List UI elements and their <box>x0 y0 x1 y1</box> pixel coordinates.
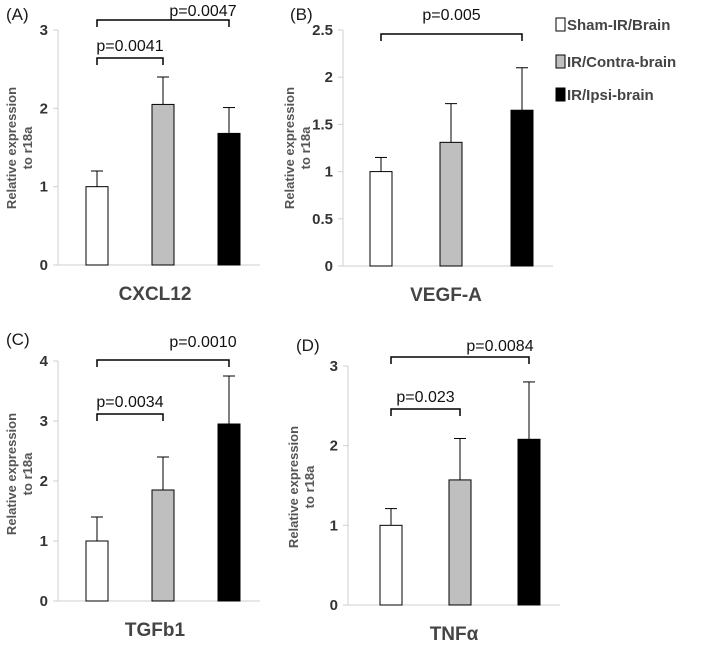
bar <box>217 423 241 602</box>
significance-bracket <box>380 33 523 41</box>
y-tick-label: 0 <box>40 257 48 274</box>
y-tick-label: 1 <box>330 517 338 534</box>
y-tick-label: 0 <box>330 597 338 614</box>
legend-label: IR/Ipsi-brain <box>567 87 654 104</box>
y-axis-label-line: Relative expression <box>282 87 297 209</box>
bar <box>517 438 541 606</box>
y-tick-label: 2 <box>40 100 48 117</box>
y-tick-label: 0.5 <box>312 211 333 228</box>
y-tick-label: 3 <box>330 358 338 375</box>
legend-item: IR/Contra-brain <box>555 54 676 71</box>
p-value-label: p=0.023 <box>396 389 454 406</box>
significance-bracket <box>96 57 164 65</box>
y-tick-label: 2.5 <box>312 22 333 39</box>
panel-label: (C) <box>6 330 30 349</box>
chart-panel: (A) 0 1 2 3 Relative expressionto r18a p=0.004… <box>4 3 260 305</box>
panel-label: (B) <box>290 5 313 24</box>
y-tick-label: 0 <box>325 258 333 275</box>
y-tick-label: 1 <box>325 164 333 181</box>
bar <box>217 132 241 266</box>
y-tick-label: 2 <box>325 69 333 86</box>
y-tick-label: 2 <box>330 438 338 455</box>
bar <box>151 489 175 602</box>
bar <box>439 141 463 267</box>
y-axis-label-line: to r18a <box>302 465 317 508</box>
y-axis-label: Relative expressionto r18a <box>286 426 317 548</box>
y-axis-label: Relative expressionto r18a <box>282 87 313 209</box>
legend-item: Sham-IR/Brain <box>555 17 670 34</box>
legend: Sham-IR/Brain IR/Contra-brain IR/Ipsi-br… <box>555 17 676 104</box>
bar <box>510 109 534 267</box>
bar <box>85 186 109 266</box>
y-tick-label: 1 <box>40 179 48 196</box>
y-tick-label: 3 <box>40 413 48 430</box>
significance-bracket <box>96 413 164 421</box>
bar <box>369 171 393 267</box>
legend-label: Sham-IR/Brain <box>567 17 670 34</box>
chart-title: TNFα <box>430 624 479 645</box>
significance-bracket <box>96 19 230 27</box>
y-tick-label: 4 <box>40 353 49 370</box>
significance-bracket <box>96 359 230 367</box>
chart-title: VEGF-A <box>410 285 482 306</box>
y-tick-label: 2 <box>40 473 48 490</box>
legend-label: IR/Contra-brain <box>567 54 676 71</box>
y-axis-label-line: Relative expression <box>4 413 19 535</box>
y-axis-label-line: Relative expression <box>4 87 19 209</box>
y-tick-label: 0 <box>40 593 48 610</box>
p-value-label: p=0.0034 <box>96 394 163 411</box>
chart-title: TGFb1 <box>125 620 186 641</box>
panel-label: (A) <box>6 5 29 24</box>
p-value-label: p=0.0010 <box>169 334 236 351</box>
bar <box>151 103 175 266</box>
y-axis-label-line: to r18a <box>20 452 35 495</box>
y-axis-label-line: to r18a <box>298 126 313 169</box>
chart-panel: (C) 0 1 2 3 4 Relative expressionto r18a p=0.00… <box>4 330 260 641</box>
bar <box>379 524 403 606</box>
bar <box>85 540 109 602</box>
bar <box>448 479 472 606</box>
p-value-label: p=0.0047 <box>169 3 236 20</box>
chart-panel: (B) 0 0.5 1 1.5 2 2.5 Relative expressionto r18… <box>282 5 553 306</box>
chart-title: CXCL12 <box>119 284 192 305</box>
y-tick-label: 1 <box>40 533 48 550</box>
y-tick-label: 3 <box>40 22 48 39</box>
significance-bracket <box>390 356 530 364</box>
chart-panel: (D) 0 1 2 3 Relative expressionto r18a p=0.023… <box>286 336 560 645</box>
p-value-label: p=0.005 <box>422 7 480 24</box>
y-axis-label-line: to r18a <box>20 126 35 169</box>
y-axis-label-line: Relative expression <box>286 426 301 548</box>
panel-label: (D) <box>296 336 320 355</box>
y-tick-label: 1.5 <box>312 116 333 133</box>
legend-item: IR/Ipsi-brain <box>555 87 654 104</box>
p-value-label: p=0.0041 <box>96 38 163 55</box>
y-axis-label: Relative expressionto r18a <box>4 413 35 535</box>
significance-bracket <box>390 408 461 416</box>
y-axis-label: Relative expressionto r18a <box>4 87 35 209</box>
p-value-label: p=0.0084 <box>466 338 533 355</box>
